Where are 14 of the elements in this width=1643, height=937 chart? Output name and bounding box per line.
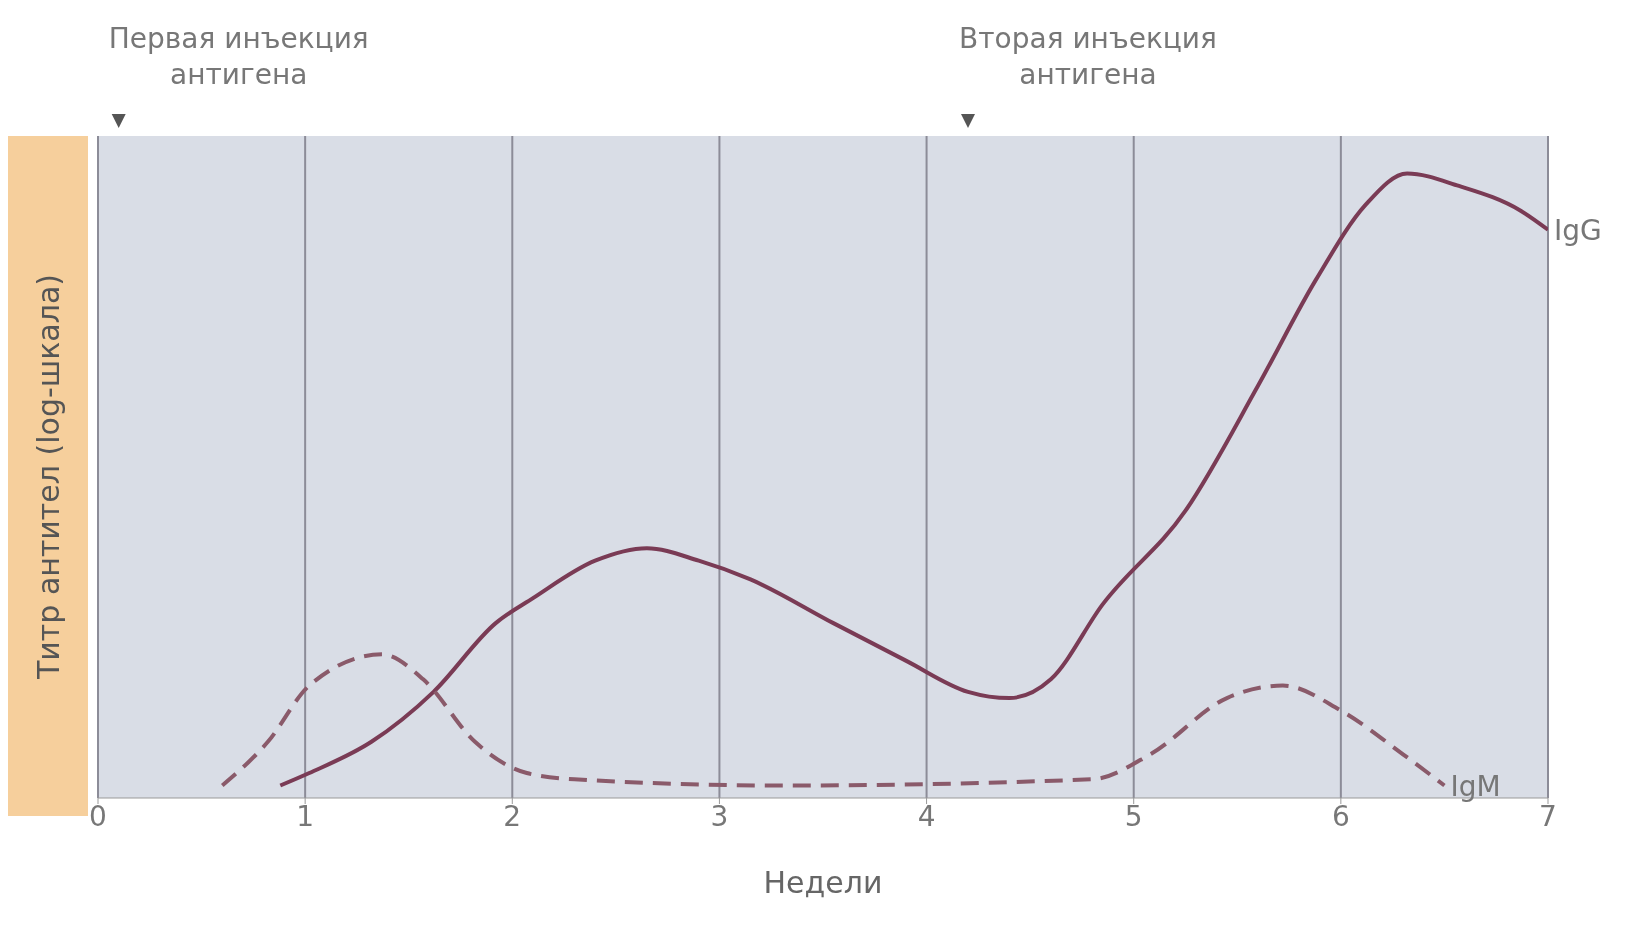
x-tick-label: 6: [1331, 799, 1350, 833]
x-tick-label: 2: [503, 799, 522, 833]
x-tick-label: 7: [1539, 799, 1557, 833]
x-tick-label: 5: [1124, 799, 1143, 833]
y-axis-title: Титр антител (log-шкала): [30, 273, 66, 679]
series-label: IgG: [1554, 213, 1602, 247]
x-tick-label: 1: [296, 799, 315, 833]
x-tick-label: 4: [917, 799, 936, 833]
series-label: IgM: [1450, 769, 1501, 803]
text: Первая инъекция антигена: [108, 22, 369, 91]
x-axis-title: Недели: [763, 865, 883, 900]
x-tick-label: 3: [710, 799, 729, 833]
x-tick-label: 0: [89, 799, 107, 833]
text: Вторая инъекция антигена: [959, 22, 1217, 91]
